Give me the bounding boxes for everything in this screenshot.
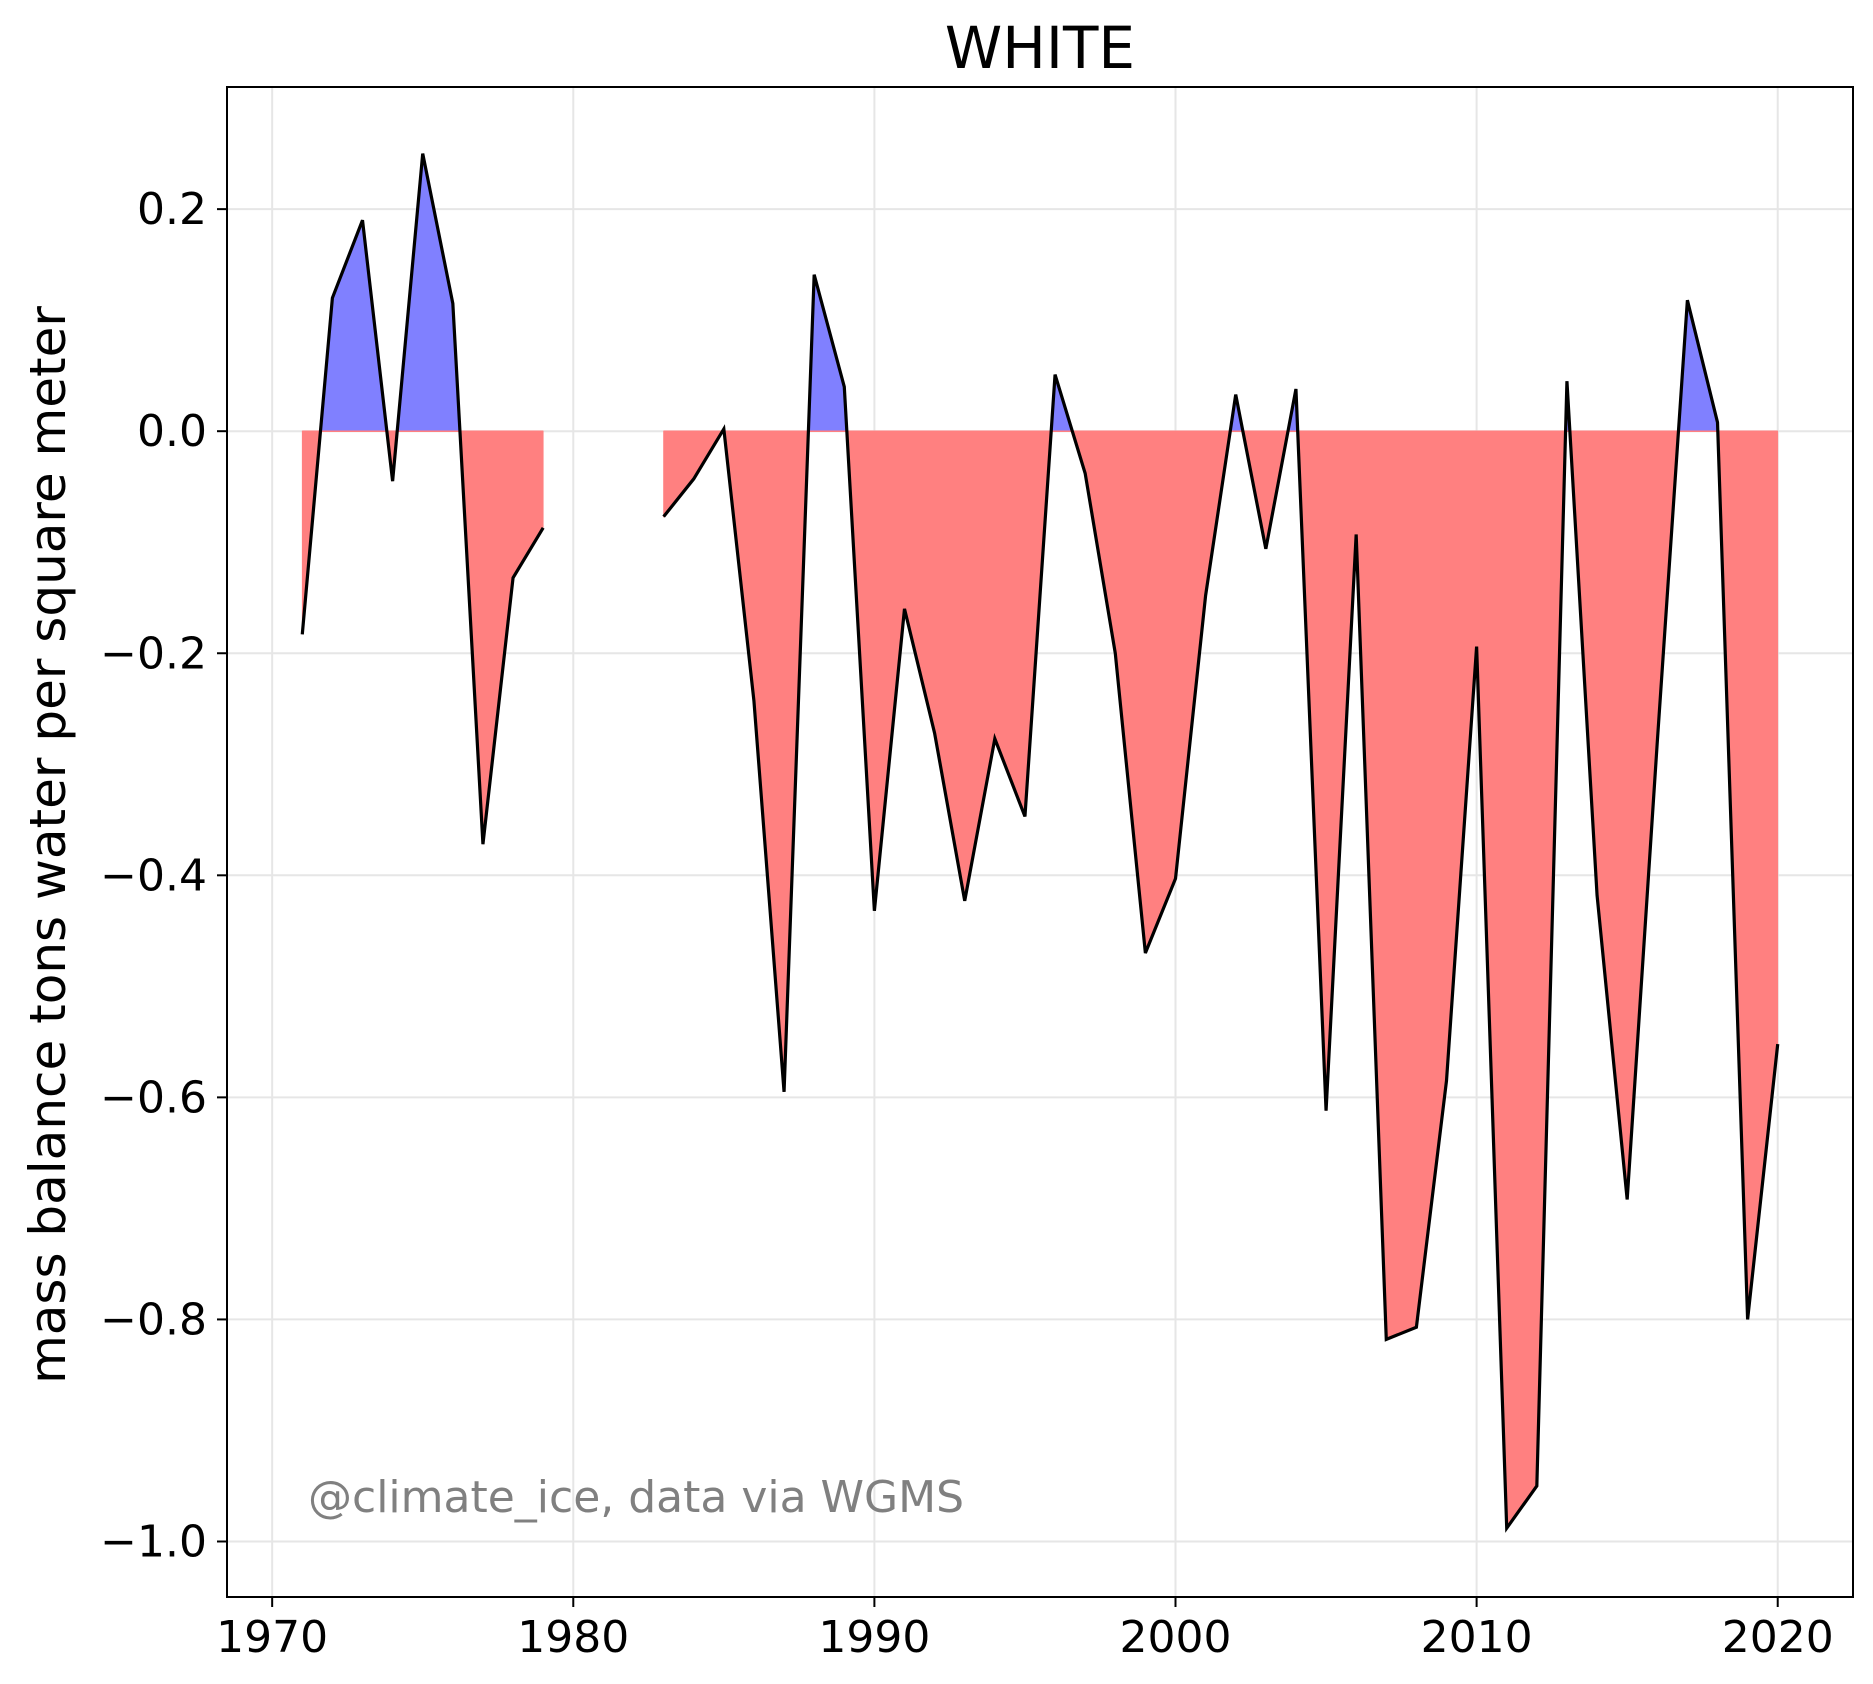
tick-layer: 1970 1980 1990 2000 2010 2020 0.2 0.0 −0.2 −0.4 −0… bbox=[100, 184, 1834, 1663]
x-tick-label: 2020 bbox=[1722, 1612, 1834, 1663]
axes-frame bbox=[226, 86, 1854, 1598]
mass-balance-line bbox=[300, 153, 545, 845]
x-tick-label: 1990 bbox=[818, 1612, 930, 1663]
y-tick-label: −1.0 bbox=[100, 1516, 207, 1567]
x-tick-label: 1980 bbox=[517, 1612, 629, 1663]
negative-balance-area bbox=[1506, 430, 1538, 1530]
x-tick-label: 1970 bbox=[216, 1612, 328, 1663]
x-tick-label: 2010 bbox=[1421, 1612, 1533, 1663]
y-tick-label: −0.2 bbox=[100, 628, 207, 679]
line-layer bbox=[300, 153, 1780, 1533]
y-tick-label: −0.8 bbox=[100, 1294, 207, 1345]
y-tick-label: −0.4 bbox=[100, 850, 207, 901]
y-tick-label: 0.0 bbox=[137, 406, 207, 457]
x-tick-label: 2000 bbox=[1120, 1612, 1232, 1663]
mass-balance-line bbox=[662, 274, 1780, 1533]
watermark-annotation: @climate_ice, data via WGMS bbox=[308, 1472, 964, 1523]
chart-title: WHITE bbox=[945, 14, 1135, 82]
negative-balance-area bbox=[1385, 430, 1417, 1341]
negative-balance-area bbox=[1144, 430, 1176, 954]
y-axis-label: mass balance tons water per square meter bbox=[19, 306, 77, 1384]
y-tick-label: 0.2 bbox=[137, 184, 207, 235]
y-tick-label: −0.6 bbox=[100, 1072, 207, 1123]
